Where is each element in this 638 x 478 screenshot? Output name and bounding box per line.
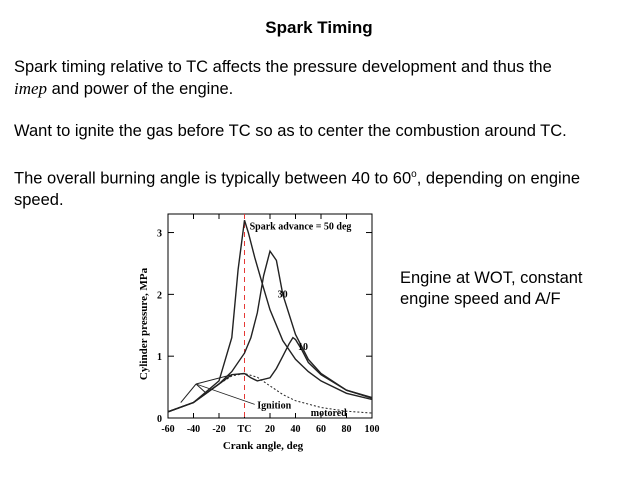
ignition-spark-50 <box>180 383 197 403</box>
imep-term: imep <box>14 79 48 98</box>
annotation-10: 10 <box>298 342 308 353</box>
annotation-spark-advance: Spark advance = 50 deg <box>250 221 352 232</box>
paragraph-burning-angle: The overall burning angle is typically b… <box>14 164 629 211</box>
annotation-ignition: Ignition <box>257 400 291 411</box>
ignition-spark-10 <box>195 374 232 385</box>
paragraph-text: The overall burning angle is typically b… <box>14 169 412 188</box>
y-tick-label: 1 <box>157 352 162 363</box>
pressure-chart: Cylinder pressure, MPa Crank angle, deg … <box>135 206 385 462</box>
annotation-motored: motored <box>311 408 347 419</box>
x-tick-label: 60 <box>316 424 326 435</box>
y-tick-label: 3 <box>157 229 162 240</box>
paragraph-text: Spark timing relative to TC affects the … <box>14 58 552 76</box>
slide-title: Spark Timing <box>265 18 373 37</box>
x-tick-label: 20 <box>265 424 275 435</box>
x-tick-label: 100 <box>365 424 380 435</box>
paragraph-text: and power of the engine. <box>47 80 234 98</box>
ignition-pointer <box>195 383 255 405</box>
paragraph-text: , depending on engine speed. <box>14 169 581 209</box>
paragraph-ignite: Want to ignite the gas before TC so as t… <box>14 122 567 140</box>
x-tick-label: -20 <box>212 424 225 435</box>
pressure-chart-svg: Cylinder pressure, MPa Crank angle, deg … <box>138 213 380 452</box>
side-note-line: Engine at WOT, constant <box>400 269 583 287</box>
ignition-spark-30 <box>195 383 207 394</box>
side-note-line: engine speed and A/F <box>400 290 561 308</box>
y-axis-label: Cylinder pressure, MPa <box>138 267 150 380</box>
x-tick-label: TC <box>238 424 252 435</box>
y-tick-label: 2 <box>157 290 162 301</box>
x-tick-label: 40 <box>291 424 301 435</box>
series-line-4 <box>167 372 373 414</box>
y-tick-label: 0 <box>157 414 162 425</box>
series-line-1 <box>167 219 373 413</box>
x-axis-label: Crank angle, deg <box>223 440 304 452</box>
paragraph-spark-timing: Spark timing relative to TC affects the … <box>14 57 629 100</box>
side-note: Engine at WOT, constant engine speed and… <box>400 268 630 310</box>
x-tick-label: 80 <box>342 424 352 435</box>
x-tick-label: -60 <box>161 424 174 435</box>
series-line-3 <box>167 336 373 413</box>
degree-superscript: o <box>411 169 417 180</box>
x-tick-label: -40 <box>187 424 200 435</box>
annotation-30: 30 <box>278 289 288 300</box>
